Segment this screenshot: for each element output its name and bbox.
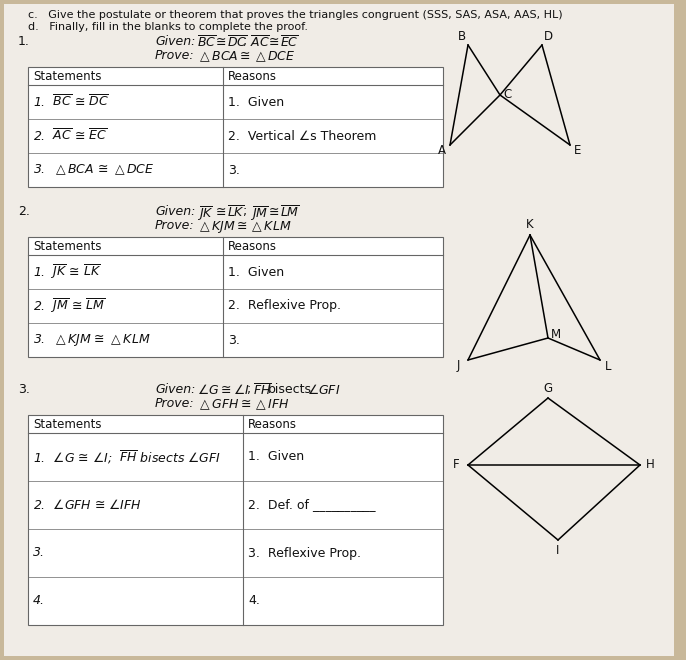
- Text: 2.  Reflexive Prop.: 2. Reflexive Prop.: [228, 300, 341, 312]
- Text: $\overline{LM}$: $\overline{LM}$: [280, 205, 300, 220]
- Text: 1.  Given: 1. Given: [228, 265, 284, 279]
- Text: Prove:: Prove:: [155, 397, 195, 410]
- Text: 3.: 3.: [228, 164, 240, 176]
- Text: $\cong$: $\cong$: [213, 205, 226, 218]
- Text: Reasons: Reasons: [228, 69, 277, 82]
- Text: Given:: Given:: [155, 205, 196, 218]
- FancyBboxPatch shape: [28, 67, 443, 187]
- Text: 1.  $\overline{BC}$ ≅ $\overline{DC}$: 1. $\overline{BC}$ ≅ $\overline{DC}$: [33, 94, 109, 110]
- Text: Statements: Statements: [33, 418, 102, 430]
- Text: Statements: Statements: [33, 240, 102, 253]
- FancyBboxPatch shape: [28, 415, 443, 625]
- Text: 2.  $\overline{AC}$ ≅ $\overline{EC}$: 2. $\overline{AC}$ ≅ $\overline{EC}$: [33, 128, 107, 144]
- Text: ;: ;: [243, 35, 247, 48]
- Text: $\overline{AC}$: $\overline{AC}$: [250, 35, 270, 50]
- Text: Reasons: Reasons: [248, 418, 297, 430]
- Text: Given:: Given:: [155, 35, 196, 48]
- Text: $\cong$: $\cong$: [266, 35, 280, 48]
- Text: 1.: 1.: [18, 35, 30, 48]
- Text: 2.  Def. of __________: 2. Def. of __________: [248, 498, 375, 512]
- Text: 2.: 2.: [18, 205, 30, 218]
- Text: F: F: [453, 459, 460, 471]
- Text: 4.: 4.: [248, 595, 260, 607]
- Text: ;: ;: [247, 383, 251, 396]
- Text: Given:: Given:: [155, 383, 196, 396]
- Text: c.   Give the postulate or theorem that proves the triangles congruent (SSS, SAS: c. Give the postulate or theorem that pr…: [28, 10, 563, 20]
- Text: $\triangle BCA \cong \triangle DCE$: $\triangle BCA \cong \triangle DCE$: [197, 49, 296, 63]
- Text: J: J: [456, 360, 460, 372]
- Text: $\overline{LK}$: $\overline{LK}$: [227, 205, 245, 220]
- Text: D: D: [543, 30, 552, 44]
- Text: 4.: 4.: [33, 595, 45, 607]
- Text: 1.  Given: 1. Given: [228, 96, 284, 108]
- Text: E: E: [574, 145, 582, 158]
- Text: 3.: 3.: [33, 546, 45, 560]
- Text: B: B: [458, 30, 466, 44]
- Text: G: G: [543, 381, 552, 395]
- Text: $\overline{BC}$: $\overline{BC}$: [197, 35, 216, 50]
- Text: 3.  Reflexive Prop.: 3. Reflexive Prop.: [248, 546, 361, 560]
- Text: 2.  Vertical ∠s Theorem: 2. Vertical ∠s Theorem: [228, 129, 377, 143]
- Text: $\cong$: $\cong$: [213, 35, 226, 48]
- Text: Prove:: Prove:: [155, 219, 195, 232]
- Text: 1.  $\angle G$ ≅ $\angle I$;  $\overline{FH}$ bisects $\angle GFI$: 1. $\angle G$ ≅ $\angle I$; $\overline{F…: [33, 449, 221, 465]
- Text: 3.: 3.: [18, 383, 30, 396]
- Text: 3.  $\triangle KJM$ ≅ $\triangle KLM$: 3. $\triangle KJM$ ≅ $\triangle KLM$: [33, 332, 150, 348]
- Text: L: L: [605, 360, 611, 372]
- Text: 1.  Given: 1. Given: [248, 451, 304, 463]
- Text: $\overline{FH}$: $\overline{FH}$: [253, 383, 272, 399]
- Text: I: I: [556, 543, 560, 556]
- Text: K: K: [526, 218, 534, 232]
- Text: Statements: Statements: [33, 69, 102, 82]
- Text: $\overline{DC}$: $\overline{DC}$: [227, 35, 248, 50]
- Text: C: C: [504, 88, 512, 102]
- Text: 2.  $\overline{JM}$ ≅ $\overline{LM}$: 2. $\overline{JM}$ ≅ $\overline{LM}$: [33, 297, 106, 315]
- Text: $\overline{EC}$: $\overline{EC}$: [280, 35, 298, 50]
- Text: 2.  $\angle GFH$ ≅ $\angle IFH$: 2. $\angle GFH$ ≅ $\angle IFH$: [33, 498, 142, 512]
- Text: 3.: 3.: [228, 333, 240, 346]
- Text: $\angle GFI$: $\angle GFI$: [307, 383, 340, 397]
- Text: M: M: [551, 327, 561, 341]
- Text: ;: ;: [243, 205, 247, 218]
- Text: $\angle G \cong \angle I$: $\angle G \cong \angle I$: [197, 383, 250, 397]
- Text: $\cong$: $\cong$: [266, 205, 280, 218]
- Text: $\triangle GFH \cong \triangle IFH$: $\triangle GFH \cong \triangle IFH$: [197, 397, 289, 412]
- Text: $\overline{JM}$: $\overline{JM}$: [250, 205, 268, 224]
- FancyBboxPatch shape: [28, 237, 443, 357]
- Text: 1.  $\overline{JK}$ ≅ $\overline{LK}$: 1. $\overline{JK}$ ≅ $\overline{LK}$: [33, 263, 101, 281]
- Text: bisects: bisects: [268, 383, 312, 396]
- Text: H: H: [646, 459, 654, 471]
- Text: $\triangle KJM \cong \triangle KLM$: $\triangle KJM \cong \triangle KLM$: [197, 219, 292, 235]
- Text: d.   Finally, fill in the blanks to complete the proof.: d. Finally, fill in the blanks to comple…: [28, 22, 308, 32]
- FancyBboxPatch shape: [4, 4, 674, 656]
- Text: Prove:: Prove:: [155, 49, 195, 62]
- Text: 3.  $\triangle BCA$ ≅ $\triangle DCE$: 3. $\triangle BCA$ ≅ $\triangle DCE$: [33, 163, 154, 178]
- Text: $\overline{JK}$: $\overline{JK}$: [197, 205, 214, 224]
- Text: A: A: [438, 145, 446, 158]
- Text: Reasons: Reasons: [228, 240, 277, 253]
